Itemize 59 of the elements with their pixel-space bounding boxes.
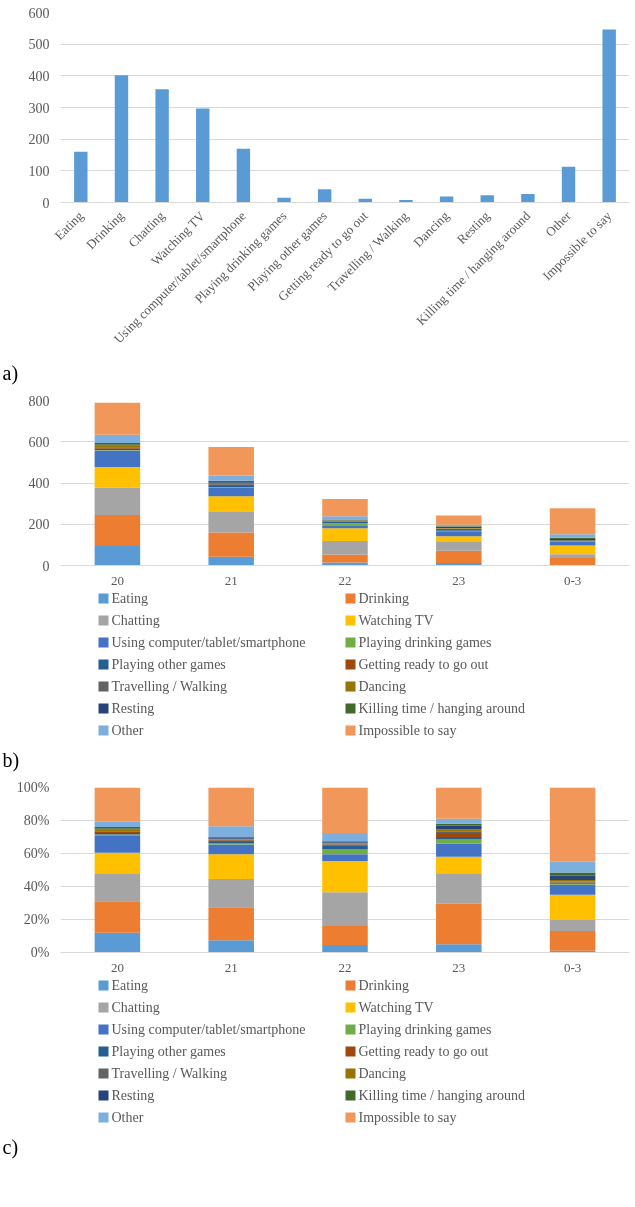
y-tick-label: 100 [28,163,50,179]
x-tick-label: 22 [338,959,352,975]
legend-label: Other [111,1110,144,1125]
legend-label: Getting ready to go out [358,657,489,672]
legend-label: Dancing [358,1066,406,1081]
text: a) [2,361,19,385]
legend-label: Resting [111,701,155,716]
y-tick-label: 60% [23,846,50,861]
x-tick-label: 20 [110,572,124,588]
x-tick-label: 21 [224,572,238,588]
x-tick-label: 23 [452,572,466,588]
legend-label: Impossible to say [358,1110,457,1125]
y-tick-label: 200 [28,517,50,533]
y-tick-label: 100% [16,780,50,795]
legend-label: Watching TV [358,613,434,628]
y-tick-label: 600 [28,5,50,21]
legend-label: Playing other games [111,657,226,672]
x-tick-label: 0-3 [563,572,582,588]
legend-label: Watching TV [358,1000,434,1015]
legend-label: Dancing [358,679,406,694]
y-tick-label: 80% [23,813,50,828]
y-tick-label: 0% [30,945,50,960]
x-tick-label: 22 [338,572,352,588]
legend-label: Resting [111,1088,155,1103]
text: c) [2,1135,19,1159]
x-tick-label: 21 [224,959,238,975]
text: b) [2,748,20,772]
legend-label: Using computer/tablet/smartphone [111,635,306,650]
y-tick-label: 40% [23,879,50,894]
legend-label: Using computer/tablet/smartphone [111,1022,306,1037]
y-tick-label: 800 [28,393,50,409]
y-tick-label: 400 [28,476,50,491]
legend-label: Playing drinking games [358,635,492,650]
x-tick-label: 23 [452,959,466,975]
legend-label: Other [111,723,144,738]
legend-label: Eating [111,591,149,606]
legend-label: Travelling / Walking [111,1066,228,1081]
y-tick-label: 400 [28,68,50,84]
y-tick-label: 300 [28,100,50,116]
legend-label: Killing time / hanging around [358,1088,525,1103]
y-tick-label: 600 [28,434,50,450]
y-tick-label: 0 [42,195,50,211]
y-tick-label: 200 [28,132,50,148]
legend-label: Playing drinking games [358,1022,492,1037]
legend-label: Killing time / hanging around [358,701,525,716]
x-tick-label: 20 [110,959,124,975]
legend-label: Drinking [358,591,410,606]
legend-label: Getting ready to go out [358,1044,489,1059]
legend-label: Chatting [111,1000,160,1015]
legend-label: Chatting [111,613,160,628]
y-tick-label: 0 [42,558,50,574]
legend-label: Eating [111,978,149,993]
legend-label: Drinking [358,978,410,993]
legend-label: Travelling / Walking [111,679,228,694]
legend-label: Playing other games [111,1044,226,1059]
legend-label: Impossible to say [358,723,457,738]
y-tick-label: 20% [23,912,50,927]
x-tick-label: 0-3 [563,959,582,975]
y-tick-label: 500 [28,37,50,53]
